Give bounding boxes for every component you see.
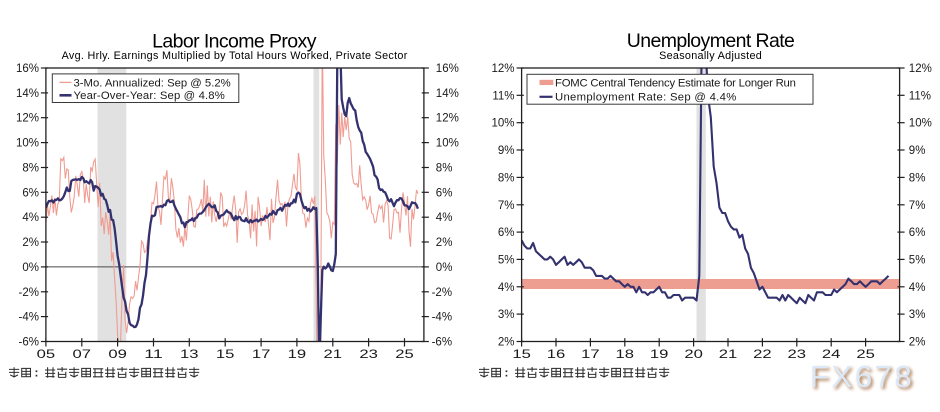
svg-text:4%: 4% (909, 282, 926, 294)
svg-text:2%: 2% (436, 237, 453, 249)
svg-text:5%: 5% (909, 254, 926, 266)
svg-text:8%: 8% (909, 172, 926, 184)
svg-text:7%: 7% (498, 200, 515, 212)
svg-text:6%: 6% (22, 187, 39, 199)
svg-text:10%: 10% (909, 118, 932, 130)
svg-text:24: 24 (822, 347, 841, 361)
svg-text:Labor Income Proxy: Labor Income Proxy (152, 31, 317, 53)
svg-text:-6%: -6% (432, 337, 452, 349)
svg-text:9%: 9% (909, 145, 926, 157)
svg-text:-2%: -2% (19, 287, 39, 299)
svg-text:16: 16 (547, 347, 566, 361)
svg-text:21: 21 (719, 347, 738, 361)
svg-text:05: 05 (37, 347, 56, 361)
svg-text:20: 20 (684, 347, 703, 361)
svg-text:11: 11 (144, 347, 163, 361)
svg-text:8%: 8% (22, 163, 39, 175)
svg-text:2%: 2% (909, 337, 926, 349)
svg-text:6%: 6% (909, 227, 926, 239)
svg-text:-6%: -6% (19, 337, 39, 349)
svg-text:Unemployment Rate: Unemployment Rate (627, 30, 795, 52)
svg-text:9%: 9% (498, 145, 515, 157)
svg-text:5%: 5% (498, 254, 515, 266)
svg-text:3%: 3% (498, 309, 515, 321)
svg-text:19: 19 (650, 347, 669, 361)
svg-text:3-Mo. Annualized: Sep @ 5.2%: 3-Mo. Annualized: Sep @ 5.2% (74, 77, 231, 89)
svg-text:12%: 12% (491, 63, 514, 75)
svg-text:-4%: -4% (432, 312, 452, 324)
svg-text:21: 21 (324, 347, 343, 361)
svg-text:3%: 3% (909, 309, 926, 321)
svg-text:17: 17 (252, 347, 271, 361)
svg-text:16%: 16% (436, 63, 459, 75)
svg-text:6%: 6% (498, 227, 515, 239)
svg-text:8%: 8% (498, 172, 515, 184)
svg-text:12%: 12% (909, 63, 932, 75)
svg-text:13: 13 (180, 347, 199, 361)
svg-text:23: 23 (359, 347, 378, 361)
svg-text:0%: 0% (22, 262, 39, 274)
svg-text:Seasonally Adjusted: Seasonally Adjusted (659, 50, 762, 62)
svg-text:Year-Over-Year: Sep @ 4.8%: Year-Over-Year: Sep @ 4.8% (74, 90, 225, 102)
svg-text:10%: 10% (491, 118, 514, 130)
svg-text:22: 22 (753, 347, 772, 361)
svg-text:11%: 11% (492, 90, 514, 102)
svg-text:0%: 0% (436, 262, 453, 274)
svg-text:18: 18 (616, 347, 635, 361)
svg-text:Avg. Hrly. Earnings Multiplied: Avg. Hrly. Earnings Multiplied by Total … (62, 50, 408, 62)
svg-text:15: 15 (512, 347, 531, 361)
svg-text:14%: 14% (16, 88, 39, 100)
svg-text:25: 25 (856, 347, 875, 361)
svg-text:2%: 2% (498, 337, 515, 349)
svg-text:6%: 6% (436, 187, 453, 199)
svg-text:8%: 8% (436, 163, 453, 175)
svg-text:4%: 4% (436, 212, 453, 224)
svg-text:07: 07 (73, 347, 92, 361)
svg-text:-2%: -2% (432, 287, 452, 299)
svg-text:-4%: -4% (19, 312, 39, 324)
svg-text:4%: 4% (498, 282, 515, 294)
svg-text:15: 15 (216, 347, 235, 361)
svg-text:14%: 14% (436, 88, 459, 100)
svg-text:4%: 4% (22, 212, 39, 224)
svg-text:17: 17 (581, 347, 600, 361)
svg-text:09: 09 (108, 347, 127, 361)
svg-text:FOMC Central Tendency Estimate: FOMC Central Tendency Estimate for Longe… (555, 78, 796, 90)
svg-text:10%: 10% (16, 138, 39, 150)
svg-text:7%: 7% (909, 200, 926, 212)
svg-text:2%: 2% (22, 237, 39, 249)
svg-text:10%: 10% (436, 138, 459, 150)
svg-text:23: 23 (788, 347, 807, 361)
svg-text:11%: 11% (909, 90, 931, 102)
svg-text:16%: 16% (16, 63, 39, 75)
svg-text:12%: 12% (436, 113, 459, 125)
svg-text:25: 25 (395, 347, 414, 361)
svg-text:Unemployment Rate: Sep @ 4.4%: Unemployment Rate: Sep @ 4.4% (555, 92, 737, 104)
svg-text:12%: 12% (16, 113, 39, 125)
svg-text:19: 19 (288, 347, 307, 361)
